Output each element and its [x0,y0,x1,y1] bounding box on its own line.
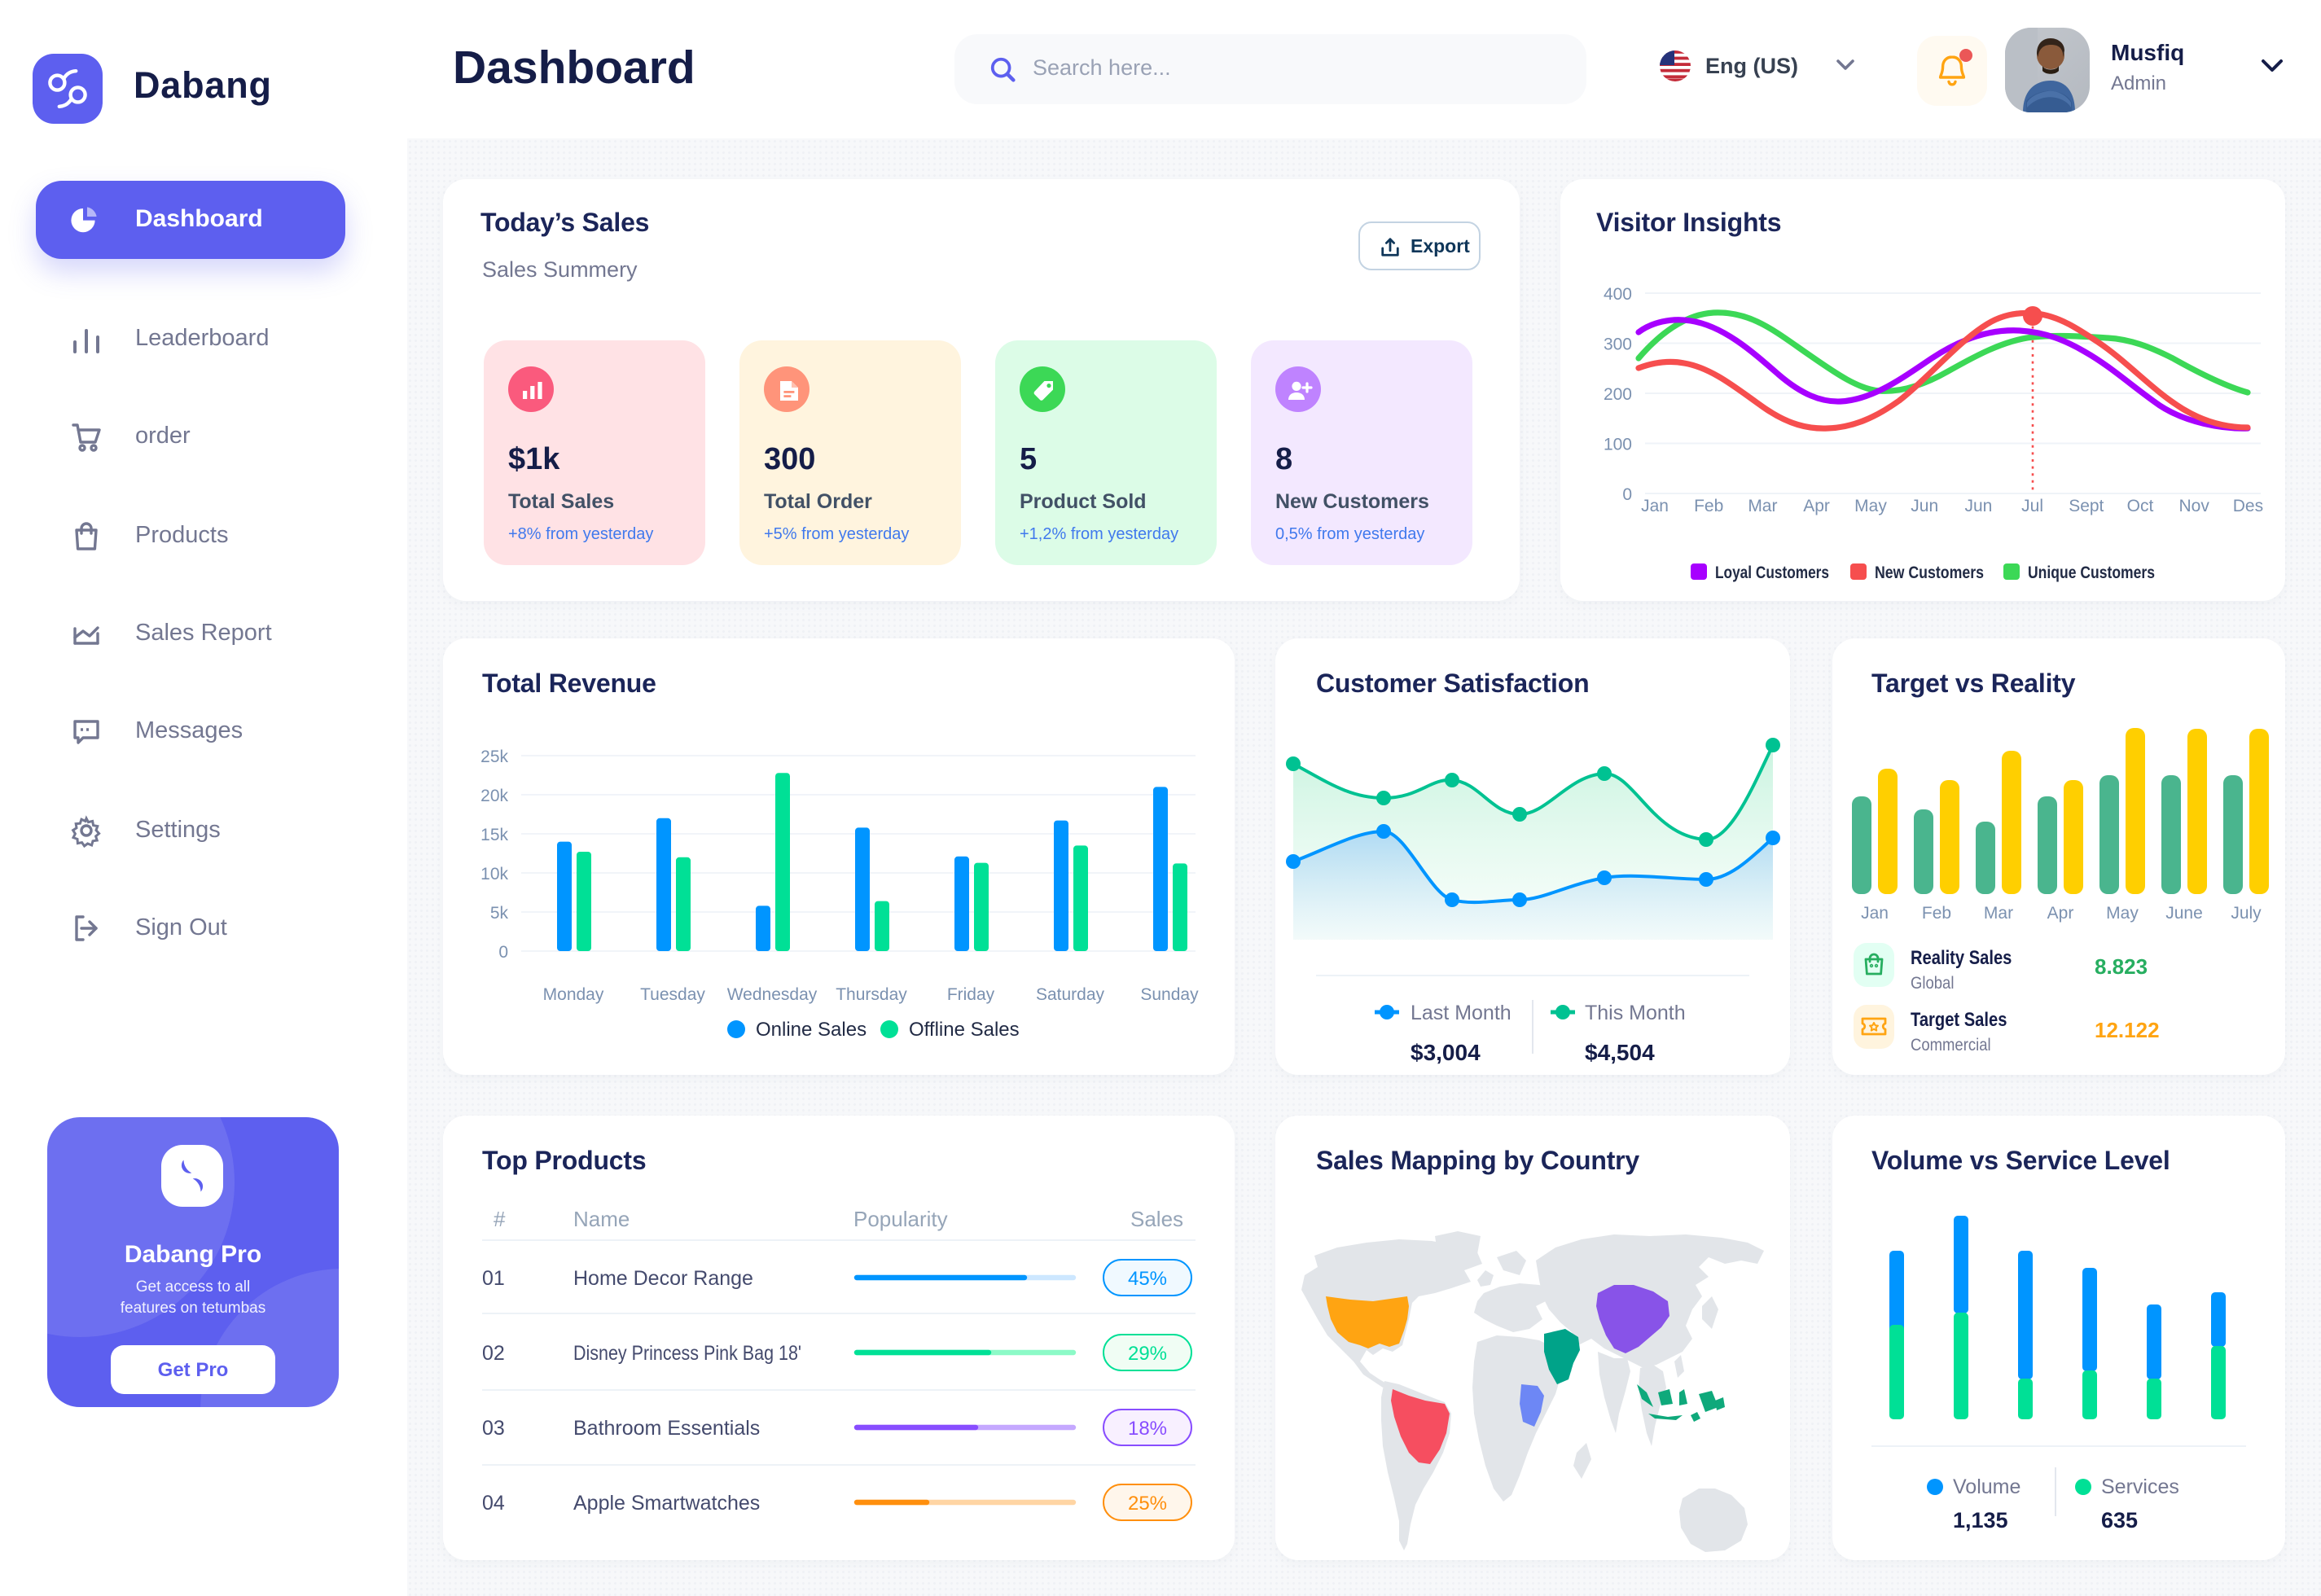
svg-text:20k: 20k [480,787,508,805]
svg-text:Thursday: Thursday [836,985,907,1004]
svg-text:This Month: This Month [1585,1002,1686,1024]
svg-text:635: 635 [2101,1508,2138,1532]
svg-text:Jan: Jan [1861,904,1889,923]
svg-text:Last Month: Last Month [1411,1002,1512,1024]
svg-text:0: 0 [498,943,508,962]
svg-text:Jul: Jul [2021,497,2043,515]
svg-text:Jun: Jun [1964,497,1992,515]
svg-text:10k: 10k [480,865,508,884]
svg-text:Online Sales: Online Sales [756,1019,867,1041]
svg-text:Loyal Customers: Loyal Customers [1715,563,1829,582]
svg-text:Apr: Apr [1803,497,1830,515]
svg-text:0: 0 [1622,485,1632,504]
svg-text:$4,504: $4,504 [1585,1040,1655,1065]
svg-text:Tuesday: Tuesday [640,985,705,1004]
svg-text:Volume: Volume [1953,1475,2020,1498]
svg-text:02: 02 [482,1342,505,1365]
svg-text:400: 400 [1604,285,1632,304]
svg-text:Feb: Feb [1694,497,1723,515]
svg-text:May: May [1854,497,1887,515]
svg-text:100: 100 [1604,435,1632,454]
svg-text:03: 03 [482,1417,505,1440]
svg-text:$3,004: $3,004 [1411,1040,1481,1065]
svg-text:Unique Customers: Unique Customers [2028,563,2155,582]
svg-text:Disney Princess Pink Bag 18': Disney Princess Pink Bag 18' [573,1342,801,1365]
svg-text:04: 04 [482,1492,505,1515]
svg-text:Wednesday: Wednesday [727,985,818,1004]
svg-text:25%: 25% [1128,1493,1167,1515]
svg-text:Nov: Nov [2179,497,2210,515]
svg-text:5k: 5k [490,904,509,923]
svg-text:Apr: Apr [2047,904,2074,923]
svg-text:Oct: Oct [2127,497,2154,515]
svg-text:Mar: Mar [1748,497,1777,515]
svg-text:June: June [2165,904,2203,923]
svg-text:Jun: Jun [1911,497,1938,515]
svg-text:Offline Sales: Offline Sales [909,1019,1020,1041]
svg-text:Des: Des [2233,497,2263,515]
svg-text:45%: 45% [1128,1268,1167,1290]
svg-text:New Customers: New Customers [1875,563,1984,582]
svg-text:Feb: Feb [1922,904,1951,923]
svg-text:Friday: Friday [947,985,995,1004]
svg-text:Sept: Sept [2069,497,2104,515]
svg-text:200: 200 [1604,385,1632,404]
svg-text:July: July [2231,904,2262,923]
svg-text:29%: 29% [1128,1343,1167,1365]
svg-text:Jan: Jan [1641,497,1669,515]
svg-text:May: May [2106,904,2139,923]
svg-text:Mar: Mar [1984,904,2013,923]
svg-text:300: 300 [1604,335,1632,353]
svg-text:Bathroom Essentials: Bathroom Essentials [573,1417,760,1440]
svg-text:25k: 25k [480,748,508,766]
svg-text:Services: Services [2101,1475,2179,1498]
svg-text:01: 01 [482,1267,505,1290]
svg-text:18%: 18% [1128,1418,1167,1440]
svg-text:1,135: 1,135 [1953,1508,2008,1532]
svg-text:Saturday: Saturday [1036,985,1105,1004]
svg-text:Sunday: Sunday [1140,985,1199,1004]
svg-text:Monday: Monday [543,985,604,1004]
svg-text:Home Decor Range: Home Decor Range [573,1267,753,1290]
svg-text:15k: 15k [480,826,508,844]
svg-text:Apple Smartwatches: Apple Smartwatches [573,1492,760,1515]
